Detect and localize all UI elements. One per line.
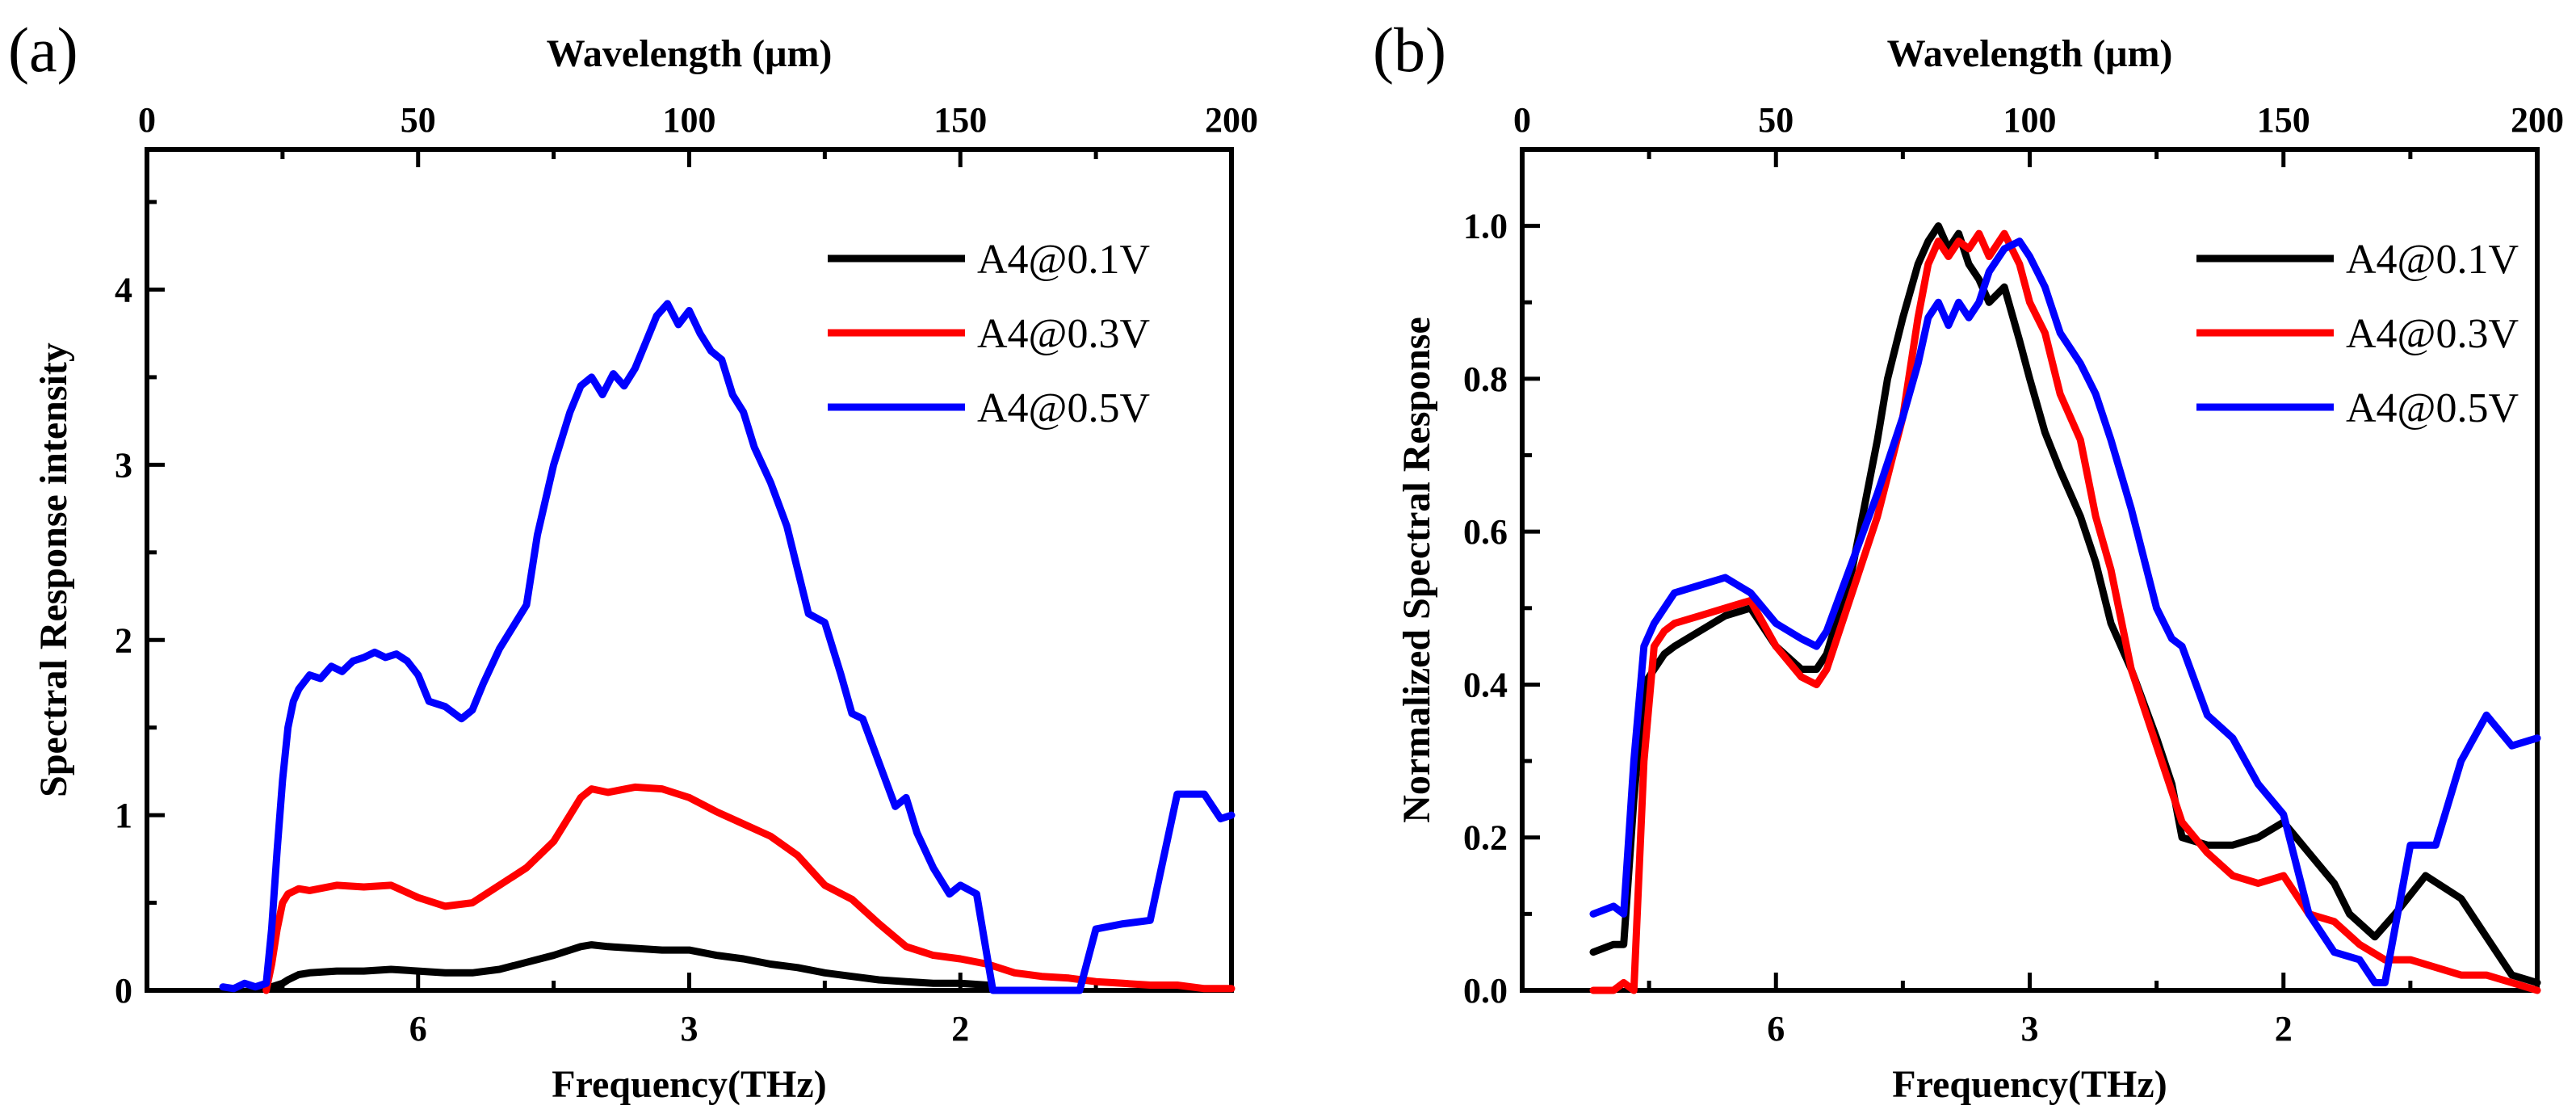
top-tick-label: 150 bbox=[933, 100, 987, 140]
top-tick-label: 0 bbox=[138, 100, 156, 140]
top-tick-label: 100 bbox=[2003, 100, 2057, 140]
y-tick-label: 3 bbox=[115, 445, 132, 485]
top-tick-label: 200 bbox=[1205, 100, 1258, 140]
bottom-tick-label: 3 bbox=[681, 1009, 699, 1049]
x-axis-title: Frequency(THz) bbox=[552, 1063, 826, 1106]
top-axis-title: Wavelength (μm) bbox=[547, 32, 833, 75]
panel-b: 0 50 100 150 200 6 3 2 0.0 0.2 0.4 0.6 0.8 1.0 A4@0.1V… bbox=[1373, 15, 2564, 1106]
panel-label: (a) bbox=[8, 15, 78, 85]
top-tick-label: 50 bbox=[1758, 100, 1794, 140]
top-tick-label: 50 bbox=[401, 100, 436, 140]
y-axis-title: Normalized Spectral Response bbox=[1395, 317, 1438, 823]
y-tick-label: 1 bbox=[115, 796, 132, 835]
y-tick-label: 4 bbox=[115, 271, 132, 310]
y-tick-label: 0.0 bbox=[1463, 971, 1508, 1011]
y-tick-label: 0.6 bbox=[1463, 512, 1508, 552]
bottom-tick-label: 2 bbox=[2275, 1009, 2293, 1049]
legend-label: A4@0.5V bbox=[977, 385, 1150, 431]
series-line-3 bbox=[1589, 237, 2541, 986]
y-tick-label: 1.0 bbox=[1463, 207, 1508, 246]
series-line-2 bbox=[1589, 229, 2541, 994]
bottom-tick-label: 6 bbox=[409, 1009, 427, 1049]
x-axis-title: Frequency(THz) bbox=[1892, 1063, 2167, 1106]
top-tick-label: 150 bbox=[2257, 100, 2310, 140]
top-tick-label: 100 bbox=[663, 100, 716, 140]
y-tick-label: 0.2 bbox=[1463, 818, 1508, 858]
y-tick-label: 0 bbox=[115, 971, 132, 1011]
y-tick-label: 0.8 bbox=[1463, 359, 1508, 399]
panel-a: 0 50 100 150 200 6 3 2 0 1 2 3 4 A4@0.1V A4@0.3V A4@0.5… bbox=[8, 15, 1258, 1106]
y-axis-title: Spectral Response intensity bbox=[32, 343, 75, 797]
legend-label: A4@0.3V bbox=[977, 311, 1150, 357]
series-line-1 bbox=[267, 941, 992, 991]
series-line-1 bbox=[1589, 222, 2541, 986]
legend-label: A4@0.1V bbox=[2346, 237, 2519, 283]
legend-label: A4@0.1V bbox=[977, 237, 1150, 283]
panel-label: (b) bbox=[1373, 15, 1446, 85]
y-tick-label: 2 bbox=[115, 620, 132, 660]
bottom-tick-label: 3 bbox=[2021, 1009, 2039, 1049]
y-tick-label: 0.4 bbox=[1463, 665, 1508, 704]
bottom-tick-label: 6 bbox=[1767, 1009, 1785, 1049]
legend-label: A4@0.3V bbox=[2346, 311, 2519, 357]
top-tick-label: 200 bbox=[2511, 100, 2564, 140]
series-line-3 bbox=[219, 300, 1236, 994]
top-axis-title: Wavelength (μm) bbox=[1887, 32, 2173, 75]
legend-label: A4@0.5V bbox=[2346, 385, 2519, 431]
bottom-tick-label: 2 bbox=[951, 1009, 969, 1049]
top-tick-label: 0 bbox=[1513, 100, 1531, 140]
series-line-2 bbox=[262, 783, 1236, 994]
